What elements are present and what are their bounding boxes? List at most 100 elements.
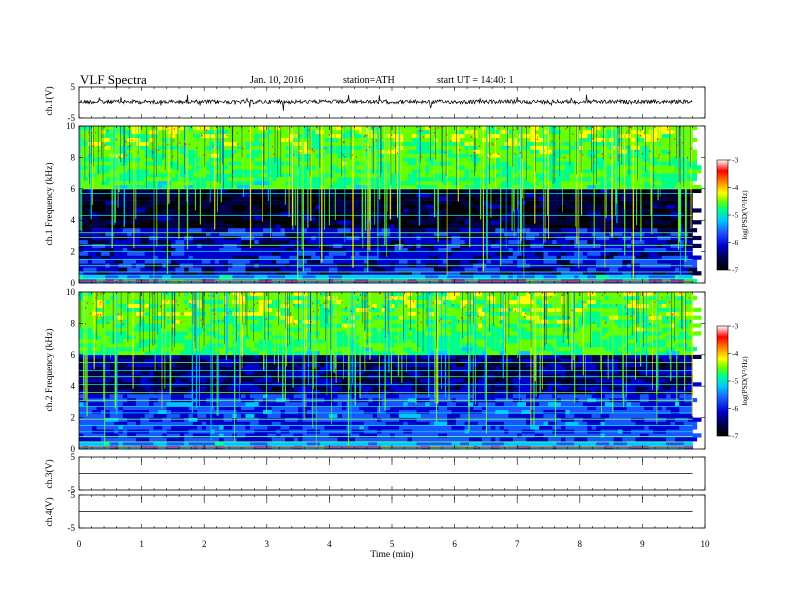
- ch1-spectrogram-cell: [482, 169, 487, 174]
- ch2-spectrogram-cell: [114, 386, 128, 391]
- ch1-spectrogram-cell: [486, 220, 492, 225]
- ch1-spectrogram-cell: [254, 145, 268, 150]
- ch2-spectrogram-cell: [306, 409, 312, 414]
- ch1-spectrogram-cell: [543, 184, 549, 190]
- ch1-spectrogram-cell: [604, 161, 614, 166]
- ch2-spectrogram-cell: [197, 413, 207, 418]
- ch1-spectrogram-cell: [285, 149, 290, 154]
- ch1-spectrogram-speckle: [668, 152, 670, 154]
- ch2-spectrogram-cell: [390, 441, 404, 446]
- ch2-spectrogram-cell: [416, 437, 426, 442]
- ch1-spectrogram-cell: [184, 271, 198, 276]
- ch1-spectrogram-cell: [285, 196, 295, 201]
- ch1-spectrogram-speckle: [525, 126, 527, 128]
- ch1-spectrogram-cell: [372, 212, 386, 217]
- ch1-spectrogram-cell: [79, 232, 93, 237]
- ch1-spectrogram-cell: [79, 243, 84, 248]
- ch1-spectrogram-cell: [666, 141, 680, 146]
- ch1-spectrogram-cell: [96, 137, 102, 142]
- ch1-spectrogram-cell: [171, 232, 185, 237]
- ch1-spectrogram-cell: [596, 161, 606, 166]
- ch1-spectrogram-cell: [175, 133, 189, 138]
- ch1-spectrogram-cell: [258, 126, 268, 131]
- ch2-spectrogram-cell: [412, 386, 422, 391]
- ch1-spectrogram-cell: [495, 224, 500, 229]
- ch1-spectrogram-cell: [236, 161, 242, 166]
- ch1-spectrogram-cell: [666, 208, 671, 213]
- ch1-spectrogram-cell: [289, 192, 303, 197]
- ch1-spectrogram-cell: [188, 267, 202, 272]
- ch1-spectrogram-speckle: [92, 145, 94, 147]
- ch1-spectrogram-cell: [122, 165, 132, 170]
- ch1-spectrogram-cell: [416, 208, 430, 213]
- ch1-spectrogram-cell: [149, 251, 163, 256]
- ch1-spectrogram-cell: [157, 196, 163, 201]
- ch1-spectrogram-cell: [105, 235, 115, 241]
- ch2-spectrogram-cell: [398, 394, 413, 399]
- ch2-spectrogram-cell: [639, 370, 649, 375]
- ch2-spectrogram-cell: [679, 425, 689, 430]
- ch1-spectrogram-cell: [433, 267, 439, 272]
- ch1-spectrogram-cell: [372, 220, 382, 225]
- ch1-spectrogram-cell: [153, 204, 167, 209]
- ch2-spectrogram-cell: [263, 409, 273, 414]
- ch2-spectrogram-cell: [587, 421, 601, 426]
- ch1-spectrogram-cell: [192, 184, 207, 190]
- ch1-spectrogram-cell: [618, 220, 623, 225]
- ch1-spectrogram-cell: [311, 196, 316, 201]
- ch2-spectrogram-cell: [184, 433, 194, 438]
- ch1-spectrogram-cell: [306, 247, 321, 252]
- ch1-spectrogram-speckle: [308, 129, 310, 132]
- ch1-spectrogram-cell: [451, 239, 465, 244]
- ch1-spectrogram-cell: [569, 224, 579, 229]
- ch1-spectrogram-cell: [587, 232, 592, 237]
- ch1-spectrogram-cell: [96, 267, 110, 272]
- ch1-spectrogram-cell: [258, 255, 273, 260]
- ch1-spectrogram-cell: [460, 255, 474, 260]
- ch2-spectrogram-cell: [254, 370, 259, 375]
- ch2-spectrogram-cell: [626, 441, 632, 446]
- ch1-spectrogram-cell: [341, 243, 351, 248]
- ch1-spectrogram-cell: [105, 208, 115, 213]
- ch1-spectrogram-cell: [232, 275, 238, 280]
- ch1-spectrogram-cell: [600, 208, 606, 213]
- ch1-spectrogram-cell: [556, 173, 570, 178]
- ch1-spectrogram-speckle: [371, 127, 373, 129]
- ch1-spectrogram-cell: [219, 259, 229, 264]
- ch2-spectrogram-cell: [403, 401, 408, 407]
- ch1-spectrogram-cell: [355, 220, 360, 225]
- ch2-spectrogram-cell: [390, 394, 400, 399]
- ch1-spectrogram-cell: [569, 216, 575, 221]
- ch1-spectrogram-cell: [258, 259, 264, 264]
- ch1-spectrogram-cell: [245, 200, 251, 205]
- ch1-spectrogram-cell: [635, 137, 645, 142]
- ch1-spectrogram-cell: [171, 145, 181, 150]
- ch1-spectrogram-cell: [249, 224, 259, 229]
- ch1-spectrogram-cell: [495, 192, 509, 197]
- ch2-spectrogram-cell: [626, 370, 641, 375]
- ch2-spectrogram-cell: [118, 437, 128, 442]
- ch1-spectrogram-cell: [578, 145, 584, 150]
- ch1-spectrogram-cell: [144, 259, 159, 264]
- ch2-spectrogram-cell: [460, 405, 470, 410]
- ch1-spectrogram-cell: [92, 220, 97, 225]
- ch1-spectrogram-cell: [526, 212, 531, 217]
- ch1-spectrogram-cell: [201, 208, 211, 213]
- ch1-spectrogram-cell: [171, 271, 176, 276]
- ch1-spectrogram-cell: [666, 228, 680, 233]
- ch1-spectrogram-cell: [398, 192, 404, 197]
- ch1-spectrogram-cell: [582, 251, 588, 256]
- ch1-spectrogram-speckle: [446, 134, 448, 136]
- ch1-spectrogram-cell: [508, 247, 514, 252]
- ch1-spectrogram-cell: [92, 243, 106, 248]
- ch1-spectrogram-cell: [328, 271, 338, 276]
- ch1-spectrogram-cell: [499, 267, 514, 272]
- ch1-spectrogram-cell: [311, 235, 316, 241]
- ch2-spectrogram-cell: [600, 413, 610, 418]
- ch2-spectrogram-cell: [666, 441, 676, 446]
- ch2-spectrogram-cell: [149, 437, 163, 442]
- ch1-spectrogram-cell: [184, 188, 198, 193]
- ch1-spectrogram-cell: [368, 196, 378, 201]
- ch2-spectrogram-cell: [657, 441, 667, 446]
- ch1-spectrogram-cell: [258, 208, 264, 213]
